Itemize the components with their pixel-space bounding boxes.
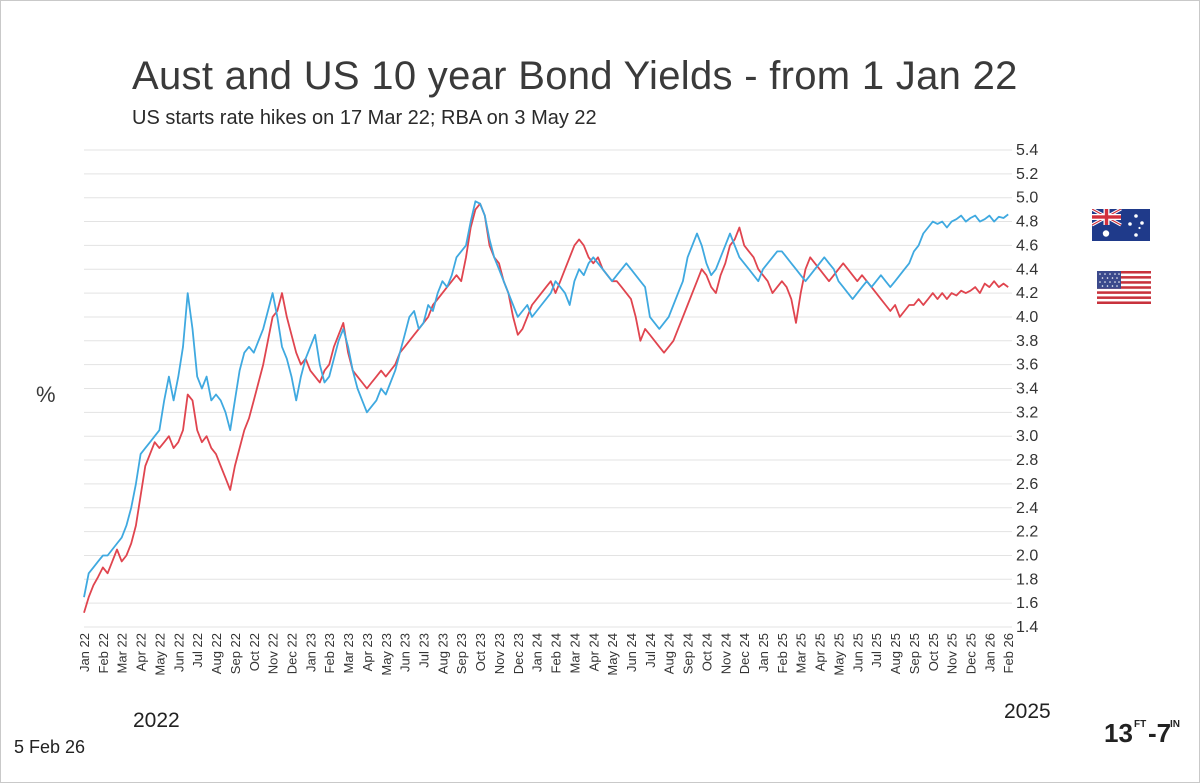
y-tick-label: 3.6 xyxy=(1016,357,1038,374)
chart-title: Aust and US 10 year Bond Yields - from 1… xyxy=(132,54,1018,98)
x-tick-label: Dec 22 xyxy=(284,633,299,674)
x-tick-label: Mar 22 xyxy=(115,633,130,673)
x-tick-label: Sep 23 xyxy=(454,633,469,674)
x-tick-label: Nov 23 xyxy=(492,633,507,674)
x-tick-label: Sep 24 xyxy=(681,633,696,674)
x-tick-label: Jan 22 xyxy=(77,633,92,672)
x-tick-label: Dec 25 xyxy=(964,633,979,674)
x-tick-label: Jul 25 xyxy=(869,633,884,668)
x-tick-label: Dec 24 xyxy=(737,633,752,674)
y-tick-label: 3.2 xyxy=(1016,404,1038,421)
x-tick-label: Jan 23 xyxy=(303,633,318,672)
x-tick-label: Aug 22 xyxy=(209,633,224,674)
x-tick-label: Jun 24 xyxy=(624,633,639,672)
x-tick-label: Oct 23 xyxy=(473,633,488,671)
date-note: 5 Feb 26 xyxy=(14,737,86,757)
x-tick-label: Nov 24 xyxy=(718,633,733,674)
y-tick-label: 5.2 xyxy=(1016,166,1038,183)
x-tick-label: Jun 25 xyxy=(850,633,865,672)
x-tick-label: Dec 23 xyxy=(511,633,526,674)
x-tick-label: May 25 xyxy=(831,633,846,676)
brand-logo: 13 FT -7 IN xyxy=(1104,718,1180,747)
chart-subtitle: US starts rate hikes on 17 Mar 22; RBA o… xyxy=(132,107,597,129)
x-tick-label: Mar 25 xyxy=(794,633,809,673)
x-tick-label: Feb 24 xyxy=(549,633,564,673)
y-tick-label: 2.8 xyxy=(1016,452,1038,469)
y-tick-label: 1.8 xyxy=(1016,571,1038,588)
x-tick-label: Jul 24 xyxy=(643,633,658,668)
x-tick-label: Apr 24 xyxy=(586,633,601,671)
x-tick-label: Mar 23 xyxy=(341,633,356,673)
svg-text:13: 13 xyxy=(1104,718,1133,747)
y-tick-label: 3.4 xyxy=(1016,381,1038,398)
x-tick-label: Jan 25 xyxy=(756,633,771,672)
x-tick-label: Feb 25 xyxy=(775,633,790,673)
y-tick-label: 4.6 xyxy=(1016,237,1038,254)
x-tick-label: Sep 25 xyxy=(907,633,922,674)
y-tick-label: 5.0 xyxy=(1016,190,1038,207)
x-tick-label: Feb 23 xyxy=(322,633,337,673)
y-tick-label: 4.0 xyxy=(1016,309,1038,326)
x-tick-label: Aug 24 xyxy=(662,633,677,674)
y-tick-label: 4.4 xyxy=(1016,261,1038,278)
x-tick-label: Nov 22 xyxy=(266,633,281,674)
usa-flag-icon xyxy=(1097,271,1151,304)
x-tick-label: Nov 25 xyxy=(945,633,960,674)
y-tick-label: 1.4 xyxy=(1016,619,1038,636)
x-tick-label: Aug 23 xyxy=(435,633,450,674)
y-axis-label: % xyxy=(36,382,56,407)
x-tick-label: Jun 23 xyxy=(398,633,413,672)
series-line-us-10yr xyxy=(83,202,1009,613)
x-tick-label: May 24 xyxy=(605,633,620,676)
x-tick-label: May 22 xyxy=(152,633,167,676)
y-tick-label: 4.2 xyxy=(1016,285,1038,302)
x-axis-ticks: Jan 22 Feb 22 Mar 22 Apr 22 May 22 Jun 22 Jul … xyxy=(77,633,1016,676)
y-tick-label: 2.4 xyxy=(1016,500,1038,517)
year-label-end: 2025 xyxy=(1004,700,1051,723)
x-tick-label: Apr 25 xyxy=(813,633,828,671)
x-tick-label: Oct 22 xyxy=(247,633,262,671)
svg-text:FT: FT xyxy=(1134,719,1146,730)
gridlines xyxy=(84,149,1012,628)
svg-text:-7: -7 xyxy=(1148,718,1171,747)
series-lines xyxy=(83,200,1009,613)
x-tick-label: Mar 24 xyxy=(567,633,582,673)
year-label-start: 2022 xyxy=(133,709,180,732)
x-tick-label: Oct 25 xyxy=(926,633,941,671)
svg-text:IN: IN xyxy=(1170,719,1180,730)
australia-flag-icon xyxy=(1092,209,1150,241)
y-tick-label: 4.8 xyxy=(1016,214,1038,231)
x-tick-label: Jul 23 xyxy=(417,633,432,668)
x-tick-label: Jul 22 xyxy=(190,633,205,668)
y-tick-label: 2.0 xyxy=(1016,547,1038,564)
x-tick-label: Jan 24 xyxy=(530,633,545,672)
y-tick-label: 1.6 xyxy=(1016,595,1038,612)
y-tick-label: 5.4 xyxy=(1016,142,1038,159)
x-tick-label: Feb 22 xyxy=(96,633,111,673)
x-tick-label: Apr 22 xyxy=(134,633,149,671)
y-tick-label: 3.8 xyxy=(1016,333,1038,350)
x-tick-label: Oct 24 xyxy=(699,633,714,671)
x-tick-label: Jun 22 xyxy=(171,633,186,672)
x-tick-label: Aug 25 xyxy=(888,633,903,674)
x-tick-label: Sep 22 xyxy=(228,633,243,674)
x-tick-label: Jan 26 xyxy=(982,633,997,672)
y-axis-ticks: 1.4 1.6 1.8 2.0 2.2 2.4 2.6 2.8 3.0 3.2 3.4 3.6 3.8 4… xyxy=(1016,142,1038,636)
x-tick-label: May 23 xyxy=(379,633,394,676)
series-line-australia-10yr xyxy=(83,200,1009,598)
y-tick-label: 2.6 xyxy=(1016,476,1038,493)
y-tick-label: 2.2 xyxy=(1016,524,1038,541)
x-tick-label: Apr 23 xyxy=(360,633,375,671)
y-tick-label: 3.0 xyxy=(1016,428,1038,445)
x-tick-label: Feb 26 xyxy=(1001,633,1016,673)
